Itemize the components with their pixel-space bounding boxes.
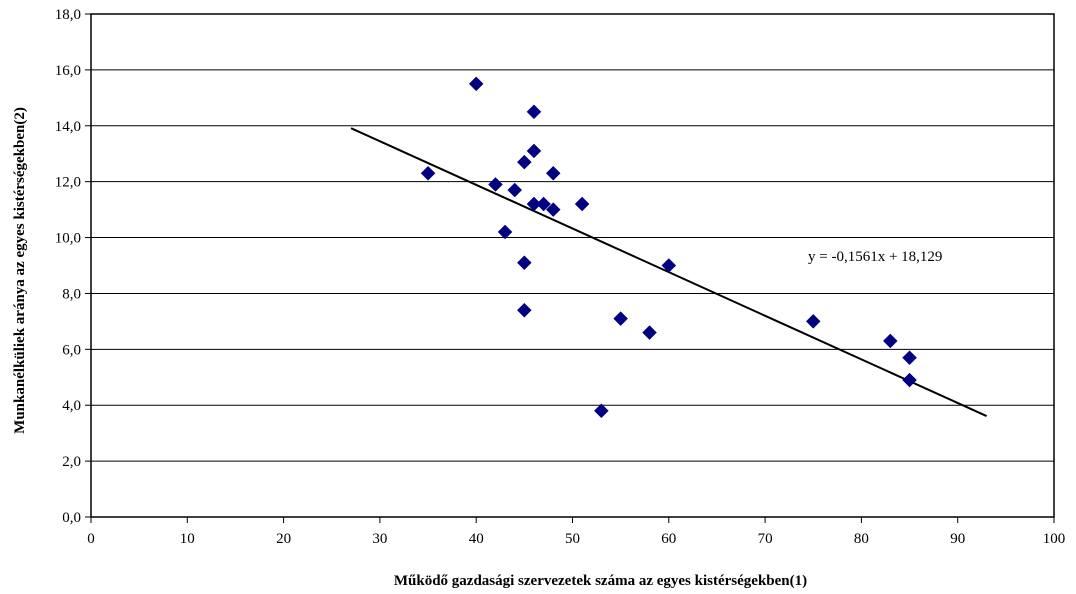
data-point — [613, 311, 629, 326]
y-tick-label: 8,0 — [62, 286, 81, 302]
data-point — [420, 165, 436, 181]
x-tick-label: 100 — [1043, 531, 1066, 547]
y-tick-label: 12,0 — [55, 175, 81, 191]
y-tick-label: 16,0 — [55, 63, 81, 79]
grid-lines — [91, 69, 1054, 462]
x-tick-label: 0 — [87, 531, 95, 547]
data-point — [594, 403, 609, 419]
y-tick-label: 4,0 — [62, 398, 81, 414]
data-point — [526, 143, 542, 159]
data-points — [420, 76, 917, 419]
data-point — [468, 76, 484, 92]
x-axis-ticks: 0 10 20 30 40 50 60 70 80 90 100 — [87, 517, 1065, 547]
trendline-equation: y = -0,1561x + 18,129 — [808, 249, 942, 265]
y-axis-title: Munkanélküliek aránya az egyes kistérség… — [12, 107, 28, 434]
data-point — [902, 372, 917, 388]
y-tick-label: 14,0 — [55, 119, 81, 135]
x-tick-label: 90 — [950, 531, 965, 547]
data-point — [526, 104, 542, 120]
data-point — [488, 177, 503, 192]
data-point — [574, 196, 590, 212]
x-tick-label: 50 — [565, 531, 580, 547]
data-point — [497, 224, 513, 240]
data-point — [516, 154, 532, 170]
data-point — [536, 196, 551, 212]
x-tick-label: 20 — [276, 531, 291, 547]
y-axis-ticks: 0,0 2,0 4,0 6,0 8,0 10,0 12,0 14,0 16,0 18,0 — [55, 7, 91, 526]
x-tick-label: 70 — [758, 531, 773, 547]
data-point — [661, 258, 677, 273]
x-tick-label: 30 — [372, 531, 387, 547]
x-tick-label: 80 — [854, 531, 869, 547]
data-point — [882, 333, 898, 349]
y-tick-label: 2,0 — [62, 454, 81, 470]
y-tick-label: 0,0 — [62, 510, 81, 526]
data-point — [507, 182, 523, 198]
y-tick-label: 10,0 — [55, 231, 81, 247]
y-tick-label: 6,0 — [62, 342, 81, 358]
data-point — [805, 314, 821, 329]
data-point — [545, 202, 561, 217]
data-point — [516, 302, 532, 318]
data-point — [516, 255, 532, 271]
data-point — [642, 325, 657, 340]
plot-area — [90, 13, 1055, 518]
x-tick-label: 60 — [661, 531, 676, 547]
y-tick-label: 18,0 — [55, 7, 81, 23]
data-point — [902, 350, 917, 366]
x-tick-label: 10 — [180, 531, 195, 547]
data-point — [545, 165, 561, 181]
x-axis-title: Működő gazdasági szervezetek száma az eg… — [394, 573, 807, 589]
x-tick-label: 40 — [469, 531, 484, 547]
